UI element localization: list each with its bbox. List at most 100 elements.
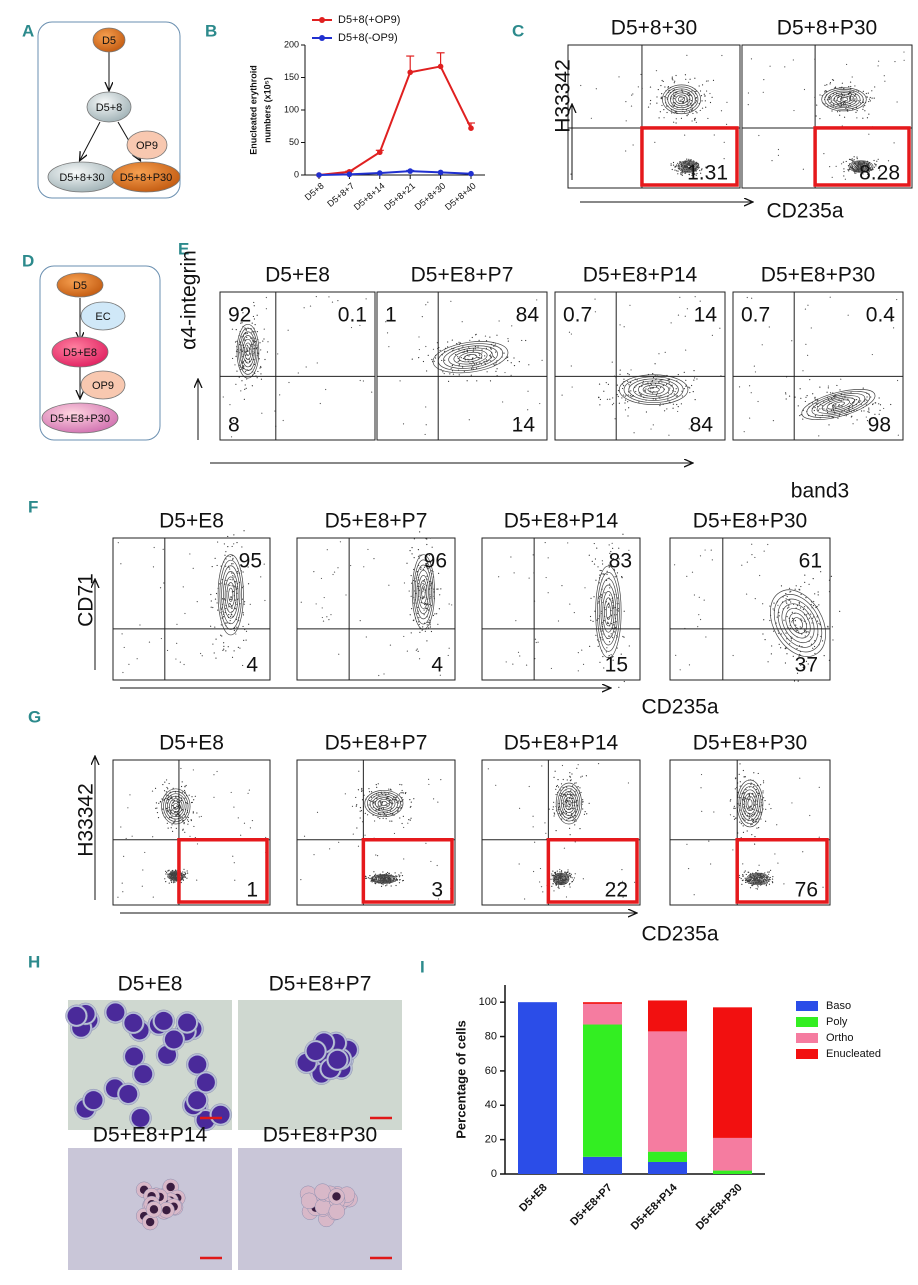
event-dot xyxy=(426,564,428,566)
event-dot xyxy=(814,640,816,642)
event-dot xyxy=(725,123,728,125)
event-dot xyxy=(565,805,567,807)
event-dot xyxy=(856,117,858,119)
event-dot xyxy=(300,879,302,881)
event-dot xyxy=(447,341,449,343)
event-dot xyxy=(496,368,498,370)
event-dot xyxy=(860,410,863,412)
event-dot xyxy=(818,622,820,624)
x-axis-label: band3 xyxy=(791,480,849,503)
panel-label: F xyxy=(28,497,38,516)
event-dot xyxy=(568,808,570,810)
event-dot xyxy=(573,611,575,614)
event-dot xyxy=(366,814,369,816)
event-dot xyxy=(443,372,445,375)
event-dot xyxy=(667,87,669,89)
event-dot xyxy=(618,402,620,404)
event-dot xyxy=(258,358,260,360)
event-dot xyxy=(365,298,367,300)
event-dot xyxy=(819,624,821,626)
event-dot xyxy=(242,625,244,628)
event-dot xyxy=(556,784,558,787)
contour xyxy=(448,347,493,367)
event-dot xyxy=(867,173,869,175)
event-dot xyxy=(671,96,673,98)
event-dot xyxy=(518,360,520,363)
event-dot xyxy=(582,663,585,665)
event-dot xyxy=(122,891,124,893)
event-dot xyxy=(573,817,575,819)
event-dot xyxy=(748,882,750,885)
event-dot xyxy=(361,799,364,801)
event-dot xyxy=(611,542,613,544)
event-dot xyxy=(235,383,237,385)
event-dot xyxy=(363,566,365,568)
event-dot xyxy=(819,94,821,96)
event-dot xyxy=(420,567,422,569)
event-dot xyxy=(594,298,596,300)
event-dot xyxy=(171,816,173,818)
y-tick-label: 50 xyxy=(289,137,299,147)
event-dot xyxy=(700,773,703,776)
event-dot xyxy=(650,388,652,390)
contour xyxy=(672,92,691,107)
event-dot xyxy=(649,99,652,102)
event-dot xyxy=(403,582,406,584)
contour xyxy=(372,874,396,884)
event-dot xyxy=(498,576,500,578)
event-dot xyxy=(244,384,246,386)
event-dot xyxy=(851,158,853,160)
event-dot xyxy=(750,58,753,60)
event-dot xyxy=(422,590,424,592)
contour xyxy=(381,877,387,880)
event-dot xyxy=(751,884,753,886)
event-dot xyxy=(170,809,173,811)
event-dot xyxy=(555,793,557,796)
event-dot xyxy=(802,851,804,853)
event-dot xyxy=(778,615,780,617)
event-dot xyxy=(655,386,658,388)
event-dot xyxy=(402,792,405,794)
quadrant-value: 3 xyxy=(431,879,443,902)
event-dot xyxy=(168,782,170,785)
flow-title: D5+E8+P7 xyxy=(325,510,428,533)
event-dot xyxy=(552,808,554,811)
event-dot xyxy=(680,171,682,174)
event-dot xyxy=(513,364,516,367)
event-dot xyxy=(225,607,227,610)
event-dot xyxy=(676,164,678,166)
event-dot xyxy=(417,606,419,608)
event-dot xyxy=(361,790,363,792)
event-dot xyxy=(368,791,371,793)
event-dot xyxy=(440,588,442,590)
event-dot xyxy=(507,340,509,342)
event-dot xyxy=(142,869,144,871)
event-dot xyxy=(799,607,802,609)
event-dot xyxy=(838,404,840,406)
event-dot xyxy=(742,769,744,772)
event-dot xyxy=(840,400,842,402)
event-dot xyxy=(678,161,681,163)
event-dot xyxy=(184,785,186,787)
contour xyxy=(163,790,189,822)
event-dot xyxy=(743,818,745,820)
event-dot xyxy=(680,99,682,101)
contour xyxy=(553,873,569,885)
event-dot xyxy=(738,773,740,775)
event-dot xyxy=(848,158,851,160)
event-dot xyxy=(742,874,744,876)
event-dot xyxy=(672,390,674,392)
event-dot xyxy=(201,655,203,657)
event-dot xyxy=(352,833,354,835)
event-dot xyxy=(532,826,534,828)
event-dot xyxy=(854,85,856,87)
event-dot xyxy=(247,566,249,568)
event-dot xyxy=(214,557,216,559)
event-dot xyxy=(426,624,428,626)
event-dot xyxy=(403,635,405,638)
event-dot xyxy=(705,636,707,638)
event-dot xyxy=(540,886,543,888)
event-dot xyxy=(597,645,599,647)
event-dot xyxy=(369,877,371,879)
event-dot xyxy=(243,822,246,824)
